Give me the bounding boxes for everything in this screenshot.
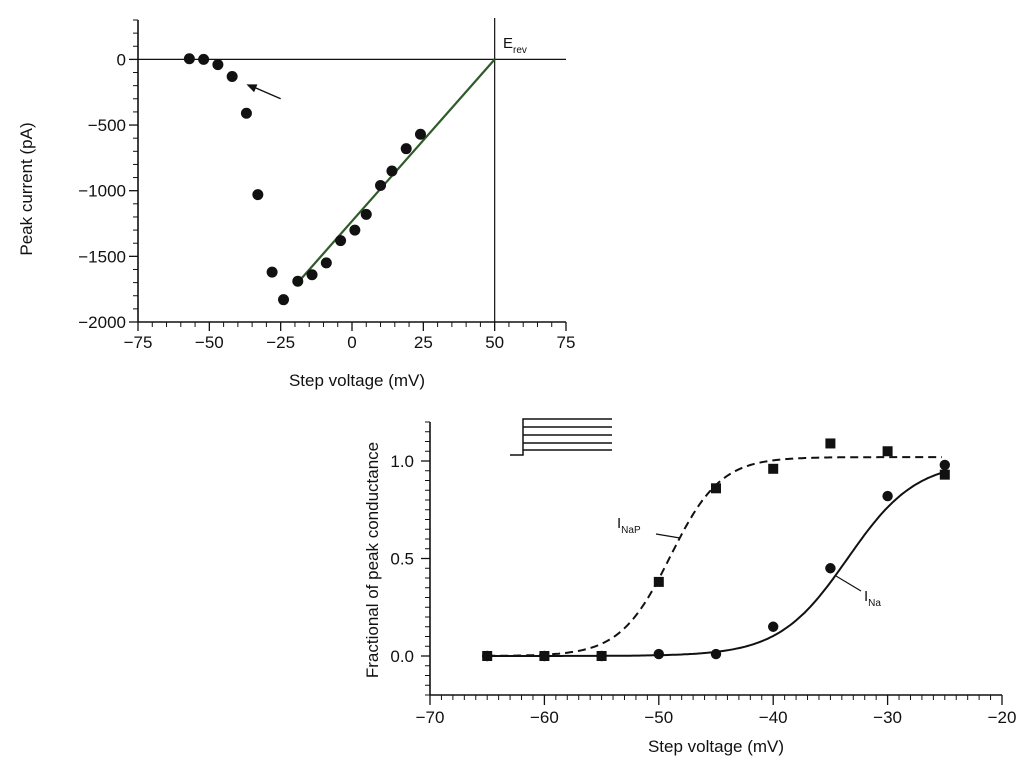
x-tick-label: −20	[988, 708, 1017, 727]
inap-data-point	[711, 483, 721, 494]
data-point	[240, 107, 252, 119]
data-point	[278, 294, 290, 306]
inap-data-point	[825, 438, 836, 449]
x-tick-label: −50	[195, 333, 224, 352]
y-axis-title: Peak current (pA)	[17, 122, 36, 255]
y-tick-label: 0	[117, 50, 126, 69]
x-tick-label: −75	[124, 333, 153, 352]
conductance-chart: −70 −60 −50 −40 −30 −20 0.0 0.5 1.0 INaP INa Ste…	[363, 418, 1017, 756]
x-tick-label: 0	[347, 333, 356, 352]
x-tick-label: 25	[414, 333, 433, 352]
ina-data-point	[539, 650, 550, 662]
ina-data-point	[768, 621, 779, 632]
data-points	[482, 438, 950, 662]
ina-data-point	[596, 650, 607, 662]
data-point	[335, 235, 347, 247]
ina-data-point	[482, 650, 493, 662]
ina-data-point	[939, 459, 950, 471]
axis-ticks: −75 −50 −25 0 25 50 75 −2000 −1500 −1000 −500 0	[78, 19, 576, 352]
arrow-annotation	[246, 84, 281, 100]
ina-data-point	[653, 648, 664, 660]
data-point	[414, 128, 426, 140]
y-tick-label: −1000	[78, 182, 126, 201]
x-tick-label: −70	[416, 708, 445, 727]
arrow-head	[246, 84, 258, 93]
data-point	[306, 269, 318, 281]
y-tick-label: −1500	[78, 247, 126, 266]
data-point	[375, 179, 387, 191]
x-tick-label: −50	[644, 708, 673, 727]
y-axis-title: Fractional of peak conductance	[363, 442, 382, 678]
y-tick-label: 0.0	[390, 647, 414, 666]
data-point	[226, 70, 238, 82]
x-tick-label: −40	[759, 708, 788, 727]
axis-ticks: −70 −60 −50 −40 −30 −20 0.0 0.5 1.0	[390, 421, 1017, 727]
data-point	[266, 266, 278, 278]
inap-leader-line	[655, 533, 681, 539]
y-tick-label: 1.0	[390, 452, 414, 471]
data-point	[320, 257, 332, 269]
ina-data-point	[710, 648, 722, 660]
data-point	[386, 165, 398, 177]
inap-data-point	[653, 576, 664, 587]
arrow-shaft	[254, 86, 281, 100]
data-point	[198, 53, 210, 65]
ina-label: INa	[864, 588, 881, 609]
data-point	[183, 53, 195, 65]
x-tick-label: −60	[530, 708, 559, 727]
x-axis-title: Step voltage (mV)	[289, 371, 425, 390]
y-tick-label: −2000	[78, 313, 126, 332]
data-point	[349, 224, 361, 236]
y-tick-label: −500	[88, 116, 126, 135]
x-tick-label: 75	[557, 333, 576, 352]
x-tick-label: −30	[873, 708, 902, 727]
data-point	[360, 208, 372, 220]
y-tick-label: 0.5	[390, 550, 414, 569]
inap-data-point	[882, 446, 893, 457]
voltage-step-inset	[510, 418, 612, 456]
ina-data-point	[825, 563, 836, 574]
inap-data-point	[768, 463, 779, 474]
x-tick-label: −25	[266, 333, 295, 352]
inap-data-point	[939, 469, 950, 480]
x-tick-label: 50	[485, 333, 504, 352]
data-point	[212, 59, 224, 71]
data-point	[400, 143, 412, 155]
data-point	[252, 189, 264, 201]
ina-fit-curve	[487, 471, 943, 657]
data-points	[183, 53, 426, 306]
data-point	[292, 275, 304, 287]
inap-label: INaP	[617, 515, 641, 536]
current-voltage-chart: −75 −50 −25 0 25 50 75 −2000 −1500 −1000 −500 0 Ere…	[17, 18, 575, 390]
ina-leader-line	[835, 575, 862, 592]
x-axis-title: Step voltage (mV)	[648, 737, 784, 756]
erev-label: Erev	[503, 35, 527, 56]
ina-data-point	[882, 490, 893, 502]
